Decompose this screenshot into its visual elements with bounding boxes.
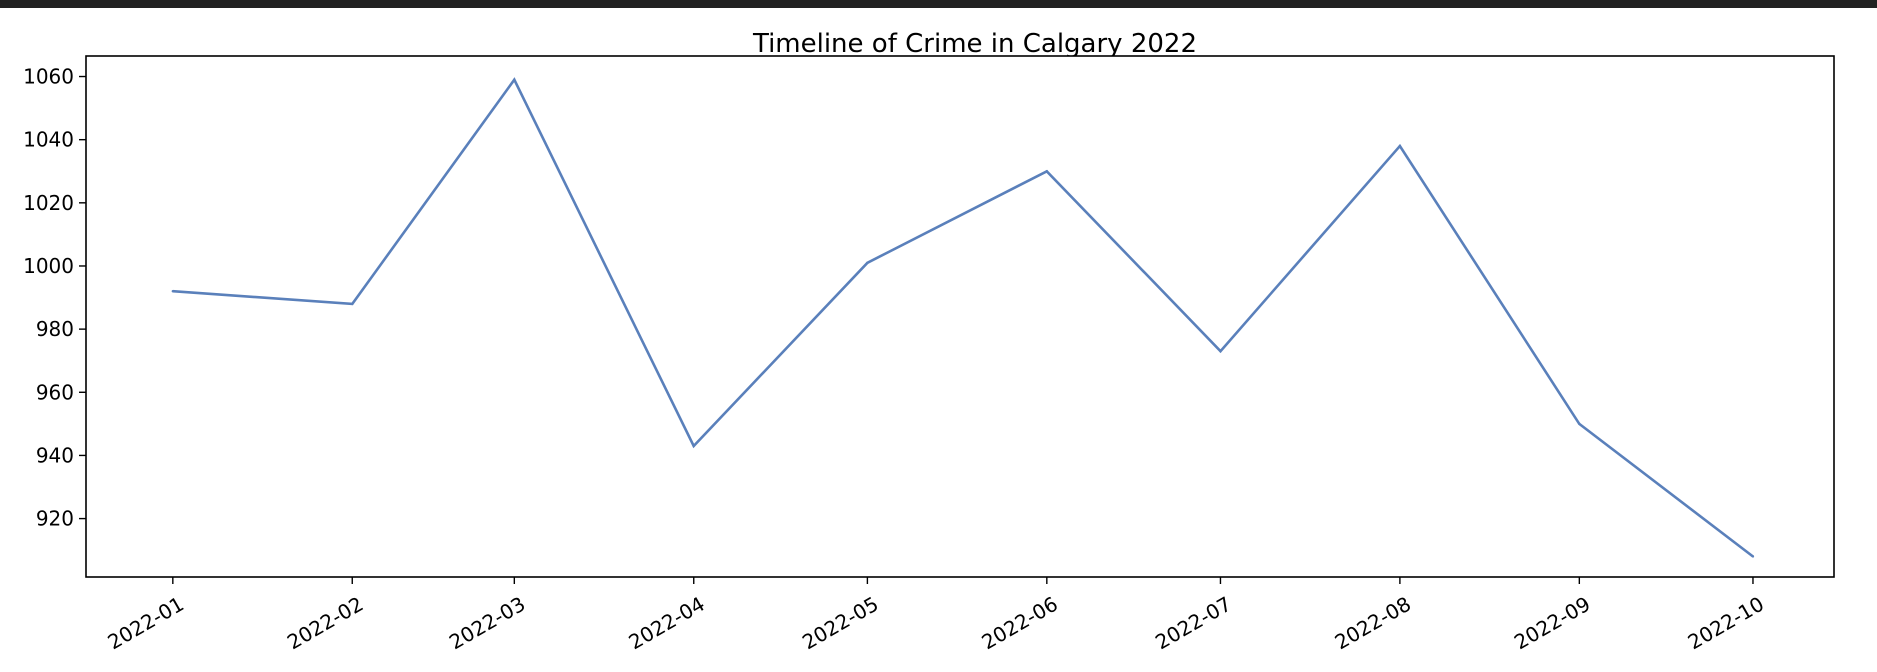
x-tick-label: 2022-01 <box>104 592 188 655</box>
y-tick-label: 960 <box>36 380 74 404</box>
x-tick-label: 2022-08 <box>1331 592 1415 655</box>
x-tick-label: 2022-06 <box>978 592 1062 655</box>
chart-frame: Timeline of Crime in Calgary 2022 920 940… <box>0 8 1877 672</box>
data-point <box>1578 422 1581 426</box>
y-axis: 920 940 960 980 1000 1020 1040 1060 <box>23 65 86 531</box>
x-tick-label: 2022-02 <box>283 592 367 655</box>
data-point <box>1398 144 1402 148</box>
series-line <box>172 77 1754 558</box>
data-point <box>351 302 354 306</box>
data-point <box>171 290 175 293</box>
data-point <box>1219 350 1222 353</box>
series-layer <box>171 77 1755 558</box>
data-point <box>866 261 869 265</box>
y-tick-label: 1040 <box>23 128 74 152</box>
y-tick-label: 980 <box>36 317 74 341</box>
y-tick-label: 1000 <box>23 254 74 278</box>
data-point <box>1751 555 1755 558</box>
plot-area <box>85 55 1835 578</box>
x-tick-label: 2022-10 <box>1684 592 1768 655</box>
y-tick-label: 1020 <box>23 191 74 215</box>
data-point <box>692 444 695 448</box>
x-axis: 2022-01 2022-02 2022-03 2022-04 2022-05 2022-… <box>104 577 1768 655</box>
x-tick-label: 2022-04 <box>624 592 708 655</box>
y-tick-label: 920 <box>36 507 74 531</box>
y-tick-label: 940 <box>36 443 74 467</box>
y-tick-label: 1060 <box>23 65 74 89</box>
x-tick-label: 2022-05 <box>798 592 882 655</box>
x-tick-label: 2022-07 <box>1151 592 1235 655</box>
chart-title: Timeline of Crime in Calgary 2022 <box>752 29 1197 59</box>
line-chart: Timeline of Crime in Calgary 2022 920 940… <box>23 29 1835 655</box>
data-point <box>1045 170 1049 173</box>
data-point <box>513 78 516 81</box>
x-tick-label: 2022-03 <box>445 592 529 655</box>
x-tick-label: 2022-09 <box>1510 592 1594 655</box>
